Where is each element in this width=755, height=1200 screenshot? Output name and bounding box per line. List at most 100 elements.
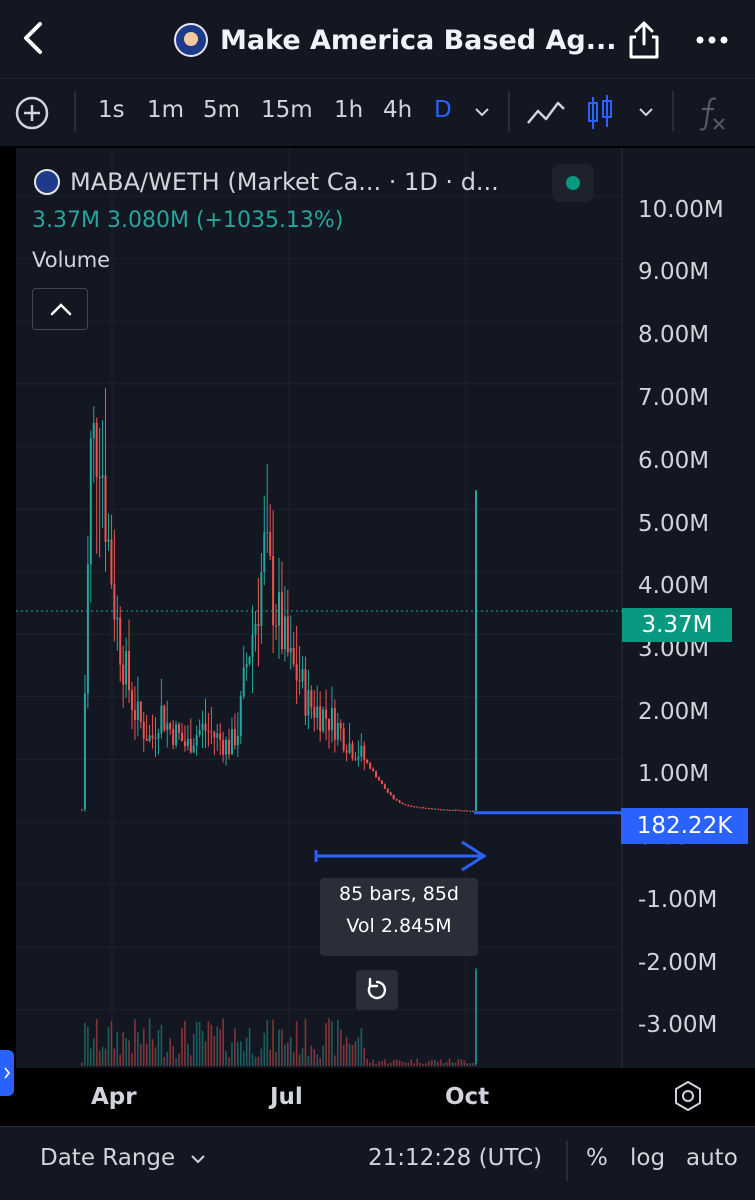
- candle-body: [433, 808, 436, 810]
- volume-bar: [101, 1046, 104, 1066]
- volume-bar: [266, 1020, 269, 1066]
- timeframe-15m[interactable]: 15m: [261, 97, 313, 123]
- volume-bar: [389, 1062, 392, 1066]
- volume-bar: [439, 1059, 442, 1066]
- timeframe-4h[interactable]: 4h: [383, 97, 413, 123]
- percent-toggle[interactable]: %: [586, 1145, 608, 1171]
- title-group: Make America Based Ag...: [174, 20, 616, 60]
- candle-body: [266, 532, 269, 534]
- function-icon[interactable]: [696, 93, 728, 133]
- volume-bar: [231, 1042, 233, 1066]
- candle-body: [98, 477, 101, 479]
- candle-body: [248, 657, 251, 664]
- volume-bar: [360, 1028, 363, 1066]
- y-tick-label: 7.00M: [638, 385, 710, 411]
- candle-body: [451, 809, 454, 811]
- candle-body: [372, 768, 375, 772]
- volume-bar: [384, 1059, 386, 1066]
- candle-body: [219, 733, 222, 740]
- volume-bar: [445, 1061, 448, 1066]
- candle-body: [228, 739, 231, 755]
- volume-bar: [301, 1048, 304, 1066]
- volume-bar: [386, 1063, 389, 1066]
- volume-bar: [413, 1063, 416, 1066]
- token-logo-icon: [174, 23, 208, 57]
- share-button[interactable]: [626, 20, 662, 60]
- volume-bar: [366, 1058, 369, 1066]
- utc-clock[interactable]: 21:12:28 (UTC): [368, 1145, 543, 1171]
- candle-body: [201, 723, 204, 731]
- candle-body: [195, 735, 198, 746]
- chevron-down-icon[interactable]: [472, 105, 492, 119]
- candle-body: [357, 756, 360, 760]
- x-tick-label: Apr: [91, 1084, 137, 1110]
- timeframe-5m[interactable]: 5m: [203, 97, 241, 123]
- reset-button[interactable]: [356, 970, 398, 1010]
- chart-toolbar: 1s 1m 5m 15m 1h 4h D: [0, 78, 755, 146]
- collapse-legend-button[interactable]: [32, 288, 88, 330]
- candlestick-icon[interactable]: [586, 93, 614, 133]
- volume-bar: [248, 1028, 251, 1066]
- candle-body: [198, 730, 201, 736]
- chart-settings-button[interactable]: [670, 1078, 706, 1114]
- candle-body: [351, 743, 354, 759]
- y-tick-label: 6.00M: [638, 448, 710, 474]
- candle-body: [295, 664, 298, 681]
- side-drawer-handle[interactable]: [0, 1050, 14, 1096]
- volume-bar: [98, 1050, 101, 1066]
- candle-body: [83, 693, 86, 810]
- candle-body: [292, 647, 295, 665]
- line-chart-icon[interactable]: [524, 93, 568, 133]
- candle-body: [128, 651, 131, 691]
- candle-body: [460, 810, 463, 812]
- candle-body: [260, 572, 263, 627]
- candle-body: [345, 750, 348, 753]
- candle-body: [113, 584, 116, 620]
- more-button[interactable]: [690, 22, 734, 58]
- candle-body: [92, 422, 95, 439]
- candle-body: [369, 763, 372, 769]
- y-tick-label: 8.00M: [638, 322, 710, 348]
- volume-bar: [457, 1059, 460, 1066]
- back-button[interactable]: [14, 18, 54, 58]
- candle-body: [125, 651, 128, 685]
- market-status-button[interactable]: [552, 164, 594, 202]
- timeframe-d[interactable]: D: [434, 97, 452, 123]
- date-range-button[interactable]: Date Range: [40, 1145, 207, 1171]
- timeframe-1h[interactable]: 1h: [334, 97, 364, 123]
- volume-bar: [260, 1048, 263, 1066]
- legend-values: 3.37M 3.080M (+1035.13%): [32, 208, 343, 233]
- candle-body: [392, 795, 395, 800]
- volume-bar: [119, 1054, 122, 1066]
- timeframe-1m[interactable]: 1m: [147, 97, 185, 123]
- candle-body: [363, 745, 366, 760]
- add-indicator-button[interactable]: [14, 95, 50, 131]
- volume-bar: [310, 1045, 313, 1066]
- volume-bar: [107, 1027, 110, 1066]
- volume-label[interactable]: Volume: [32, 248, 111, 272]
- candle-body: [316, 706, 319, 718]
- candle-body: [278, 592, 280, 626]
- auto-toggle[interactable]: auto: [686, 1145, 738, 1171]
- log-toggle[interactable]: log: [630, 1145, 666, 1171]
- chevron-down-icon[interactable]: [636, 105, 656, 119]
- volume-bar: [292, 1052, 295, 1066]
- volume-bar: [95, 1019, 98, 1066]
- candle-body: [457, 809, 460, 811]
- chart-legend[interactable]: MABA/WETH (Market Ca... · 1D · d...: [34, 168, 499, 196]
- candle-body: [160, 705, 163, 734]
- y-tick-label: -1.00M: [638, 887, 718, 913]
- plus-circle-icon: [15, 96, 49, 130]
- token-logo-icon: [34, 169, 60, 195]
- candle-body: [322, 709, 325, 732]
- volume-bar: [460, 1059, 463, 1066]
- toolbar-divider: [74, 91, 76, 131]
- toolbar-divider: [672, 91, 674, 131]
- candle-body: [245, 663, 248, 668]
- candle-body: [436, 808, 439, 810]
- volume-bar: [257, 1056, 260, 1066]
- volume-bar: [216, 1026, 219, 1066]
- candle-body: [416, 806, 419, 808]
- candle-body: [239, 696, 242, 736]
- timeframe-1s[interactable]: 1s: [98, 97, 125, 123]
